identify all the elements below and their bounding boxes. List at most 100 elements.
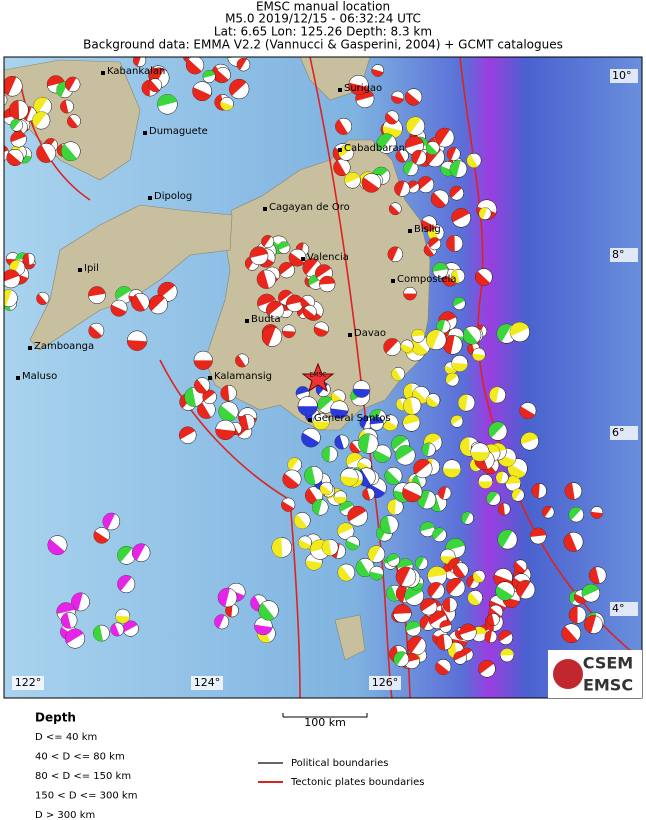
city-label: General Santos [314,413,391,424]
ball-quadrant [141,80,151,97]
ball-quadrant [446,235,455,252]
city-marker [408,229,412,233]
ball-quadrant [339,501,354,512]
ball-quadrant [218,405,237,422]
focal-mechanism [516,580,536,600]
ball-quadrant [282,330,296,338]
ball-quadrant [478,481,493,489]
ball-quadrant [453,297,465,307]
ball-quadrant [369,571,384,581]
focal-mechanism [405,620,422,637]
ball-quadrant [313,326,329,337]
focal-mechanism [376,133,397,154]
focal-mechanism [278,262,295,279]
ball-quadrant [353,388,370,398]
focal-mechanism [438,486,452,500]
ball-quadrant [117,575,132,592]
focal-mechanism [338,145,355,161]
ball-quadrant [10,131,26,143]
focal-mechanism [71,592,90,612]
ball-quadrant [436,634,446,651]
ball-quadrant [220,101,234,111]
ball-quadrant [4,76,17,96]
lat-label-bg [610,602,638,616]
city-marker [338,88,342,92]
ball-quadrant [315,264,332,278]
city-marker [78,268,82,272]
lon-labels: 122° 124° 126° [12,676,401,690]
focal-mechanism [519,402,537,420]
ball-quadrant [56,602,76,614]
ball-quadrant [421,219,436,231]
ball-quadrant [4,269,20,282]
focal-mechanism [405,88,423,106]
focal-mechanism [249,246,269,266]
ball-quadrant [289,252,305,267]
ball-quadrant [472,353,486,361]
focal-mechanism [185,57,205,75]
focal-mechanism [33,97,52,116]
ball-quadrant [355,559,371,577]
focal-mechanism [60,99,74,114]
focal-mechanism [214,614,230,630]
focal-mechanism [337,563,356,582]
focal-mechanism [488,421,508,441]
ball-quadrant [337,565,352,581]
focal-mechanism [434,127,455,148]
focal-mechanism [220,96,234,111]
depth-item: D > 300 km [35,810,95,820]
ball-quadrant [65,76,77,91]
focal-mechanism [367,545,386,563]
focal-mechanism [266,300,285,320]
focal-mechanism [421,442,436,457]
focal-mechanism [4,94,8,106]
focal-mechanism [313,321,329,337]
focal-mechanism [427,582,445,600]
ball-quadrant [402,487,422,502]
ball-quadrant [402,414,420,425]
focal-mechanism [344,172,361,189]
ball-quadrant [127,340,147,351]
focal-mechanism [32,111,51,130]
ball-quadrant [428,237,440,248]
focal-mechanism [215,66,231,83]
ball-quadrant [426,395,439,408]
ball-quadrant [335,119,348,135]
focal-mechanism [495,471,509,485]
focal-mechanism [452,297,466,311]
ball-quadrant [215,69,229,83]
ball-quadrant [197,401,212,419]
ball-quadrant [257,294,276,307]
focal-mechanism [432,527,447,543]
focal-mechanism [449,160,468,178]
ball-quadrant [395,150,406,163]
focal-mechanism [215,419,236,440]
ball-quadrant [386,553,400,563]
ball-quadrant [229,79,247,96]
ball-quadrant [36,144,51,163]
focal-mechanism [467,590,483,606]
lon-label: 126° [372,676,399,689]
ball-quadrant [489,386,500,403]
ball-quadrant [542,506,552,518]
ball-quadrant [478,660,494,674]
focal-mechanism [432,262,449,279]
city-marker [16,376,20,380]
ball-quadrant [426,329,441,349]
ball-quadrant [467,592,481,606]
focal-mechanism [117,575,136,594]
ball-quadrant [312,499,323,516]
ball-quadrant [278,241,290,251]
ball-quadrant [333,160,347,176]
ball-quadrant [442,468,461,478]
focal-mechanism [430,189,450,208]
focal-mechanism [417,490,437,510]
focal-mechanism [92,624,110,642]
ball-quadrant [312,421,330,430]
focal-mechanism [541,505,555,519]
city-marker [245,319,249,323]
logo: CSEM EMSC [548,650,642,698]
ball-quadrant [295,386,310,396]
ball-quadrant [10,118,21,131]
focal-mechanism [395,566,417,588]
